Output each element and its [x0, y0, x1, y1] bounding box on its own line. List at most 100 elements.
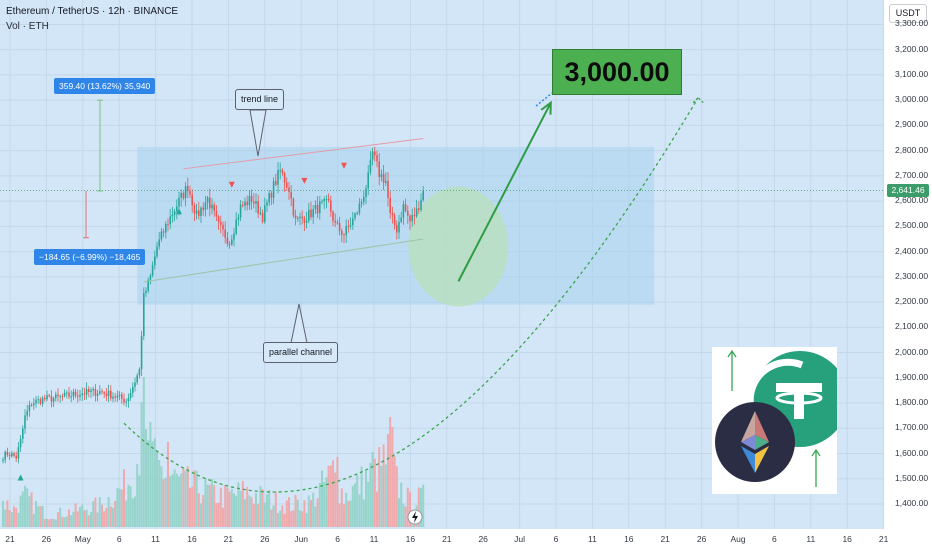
candle-body: [140, 336, 143, 370]
candle-body: [169, 216, 171, 225]
down-measure-label[interactable]: −184.65 (−6.99%) −18,465: [34, 249, 146, 265]
candle-body: [369, 159, 372, 173]
trend-line: [183, 138, 424, 170]
candle-body: [385, 180, 387, 183]
volume-bar: [310, 499, 312, 527]
candle-body: [107, 390, 110, 397]
up-measure-label[interactable]: 359.40 (13.62%) 35,940: [54, 78, 156, 94]
volume-bar: [41, 505, 44, 527]
candle-body: [345, 226, 347, 235]
volume-bars: [2, 377, 425, 527]
volume-bar: [94, 497, 97, 527]
volume-bar: [136, 463, 139, 527]
currency-selector[interactable]: USDT: [889, 4, 927, 23]
candle-body: [244, 201, 246, 206]
volume-bar: [90, 512, 92, 527]
candle-body: [191, 194, 193, 206]
volume-bar: [118, 488, 121, 527]
volume-bar: [422, 484, 425, 527]
price-tick-label: 3,300.00: [895, 18, 929, 29]
volume-bar: [233, 493, 235, 527]
volume-bar: [140, 402, 143, 527]
candle-body: [402, 204, 405, 218]
volume-bar: [158, 459, 161, 527]
lightning-icon[interactable]: [407, 509, 423, 525]
volume-bar: [169, 476, 172, 527]
price-tick-label: 1,700.00: [895, 422, 929, 433]
volume-bar: [173, 469, 176, 527]
ethereum-logo: [715, 402, 795, 482]
volume-bar: [87, 515, 90, 527]
price-axis[interactable]: [884, 0, 932, 550]
volume-bar: [147, 440, 150, 527]
candle-body: [294, 215, 297, 219]
volume-bar: [61, 516, 64, 527]
volume-bar: [250, 497, 253, 527]
price-tick-label: 2,000.00: [895, 346, 929, 357]
candle-body: [222, 224, 224, 230]
candle-body: [171, 214, 174, 217]
volume-bar: [365, 470, 367, 527]
volume-bar: [206, 484, 209, 527]
candle-body: [228, 243, 231, 245]
symbol-title[interactable]: Ethereum / TetherUS · 12h · BINANCE: [6, 6, 179, 17]
drawing-layer: [137, 146, 655, 307]
candle-body: [206, 197, 209, 203]
candle-body: [358, 203, 361, 214]
volume-bar: [39, 506, 42, 527]
candle-body: [15, 455, 17, 459]
volume-bar: [101, 504, 103, 527]
volume-bar: [72, 511, 75, 527]
volume-bar: [318, 482, 321, 527]
volume-bar: [43, 518, 46, 527]
drawing-overlay: [0, 92, 884, 525]
parallel-channel-callout[interactable]: parallel channel: [263, 342, 339, 363]
candle-body: [2, 459, 4, 462]
candle-body: [239, 204, 242, 218]
candle-body: [224, 229, 226, 238]
trend-line-callout[interactable]: trend line: [235, 89, 285, 110]
price-tick-label: 2,400.00: [895, 245, 929, 256]
channel-box: [137, 146, 655, 305]
candle-body: [189, 191, 191, 195]
candle-body: [61, 395, 64, 397]
lower-channel-line: [143, 238, 424, 283]
target-price-box[interactable]: 3,000.00: [552, 49, 682, 95]
volume-bar: [312, 492, 315, 527]
volume-bar: [321, 470, 323, 527]
volume-bar: [217, 502, 220, 527]
candle-body: [220, 221, 222, 225]
volume-bar: [268, 490, 271, 527]
candle-body: [149, 275, 152, 280]
price-tick-label: 3,000.00: [895, 94, 929, 105]
time-axis[interactable]: [0, 529, 884, 550]
candle-body: [121, 394, 123, 399]
up-arrow-line: [457, 102, 552, 282]
volume-bar: [252, 503, 255, 527]
volume-bar: [149, 422, 152, 527]
time-tick-label: 21: [442, 534, 452, 544]
candle-body: [286, 182, 288, 188]
volume-bar: [193, 470, 196, 527]
volume-bar: [30, 492, 33, 527]
volume-bar: [81, 504, 84, 527]
candle-body: [363, 197, 365, 203]
candle-body: [35, 399, 37, 404]
candle-body: [24, 415, 26, 429]
candle-body: [26, 411, 28, 416]
candle-body: [226, 237, 229, 244]
price-tick-label: 2,200.00: [895, 296, 929, 307]
candle-body: [319, 201, 321, 214]
candle-body: [44, 397, 46, 400]
volume-bar: [369, 462, 372, 527]
volume-bar: [314, 506, 317, 527]
volume-bar: [189, 487, 191, 527]
candle-body: [418, 208, 420, 210]
price-tick-label: 2,900.00: [895, 119, 929, 130]
volume-bar: [153, 438, 156, 527]
candle-body: [198, 210, 200, 216]
volume-bar: [8, 510, 11, 527]
price-tick-label: 2,500.00: [895, 220, 929, 231]
volume-bar: [162, 479, 165, 527]
